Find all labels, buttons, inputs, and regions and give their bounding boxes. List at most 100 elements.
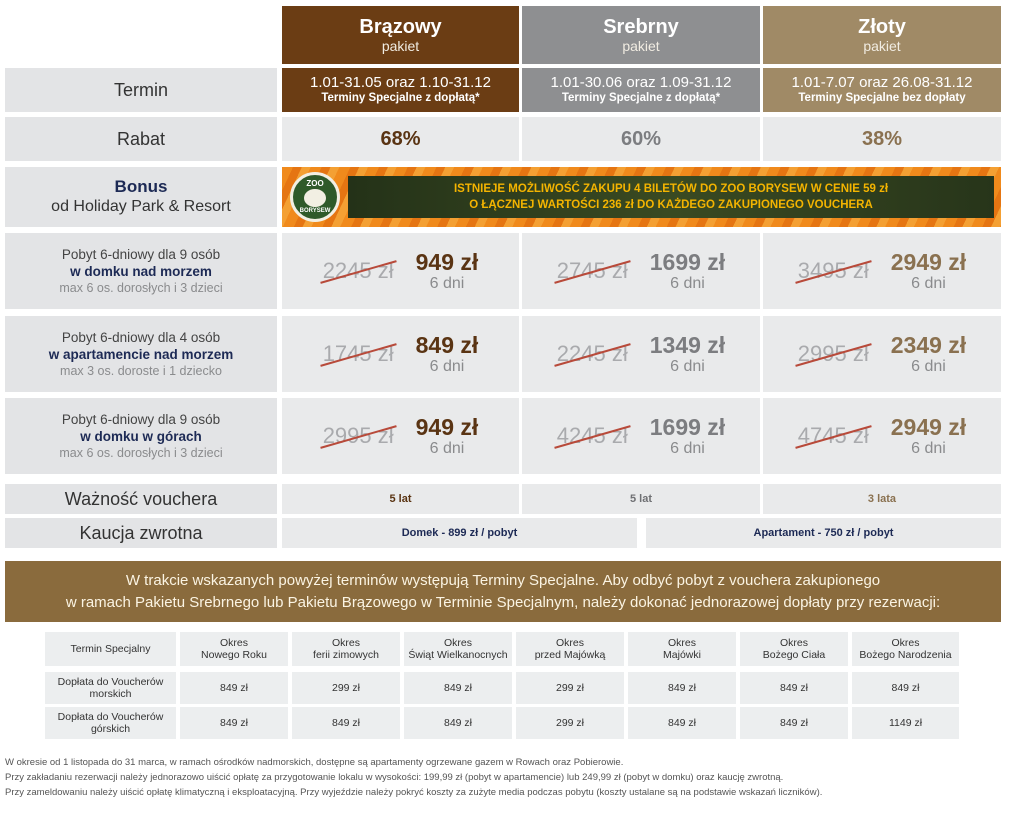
term-note: Terminy Specjalne bez dopłaty <box>798 92 966 104</box>
old-price: 2245 zł <box>319 258 397 284</box>
term-dates: 1.01-7.07 oraz 26.08-31.12 <box>791 74 973 91</box>
stay-type: w domku w górach <box>80 428 202 444</box>
zoo-logo: ZOO BORYSEW <box>290 172 340 222</box>
banner-line: w ramach Pakietu Srebrnego lub Pakietu B… <box>65 593 941 611</box>
zoo-offer-line: O ŁĄCZNEJ WARTOŚCI 236 zł DO KAŻDEGO ZAK… <box>469 199 873 211</box>
footnote: Przy zakładaniu rezerwacji należy jednor… <box>5 772 784 783</box>
table-cell: 849 zł <box>628 672 736 704</box>
lion-icon <box>304 189 326 207</box>
duration: 6 dni <box>670 358 705 375</box>
validity-value: 5 lat <box>389 493 412 505</box>
old-price: 4745 zł <box>795 423 872 449</box>
discount-cell-silver: 60% <box>522 117 760 161</box>
price-cell: 2745 zł 1699 zł6 dni <box>522 233 760 309</box>
discount-cell-gold: 38% <box>763 117 1001 161</box>
old-price: 3495 zł <box>795 258 872 284</box>
new-price-block: 949 zł 6 dni <box>416 249 479 293</box>
table-header: Okres przed Majówką <box>516 632 624 666</box>
duration: 6 dni <box>911 440 946 457</box>
footnote: W okresie od 1 listopada do 31 marca, w … <box>5 757 624 768</box>
new-price: 949 zł <box>415 249 479 275</box>
price-cell: 2245 zł 1349 zł6 dni <box>522 316 760 392</box>
package-subtitle: pakiet <box>622 38 660 54</box>
discount-label: Rabat <box>116 128 166 149</box>
package-subtitle: pakiet <box>863 38 901 54</box>
row-label-bonus: Bonus od Holiday Park & Resort <box>5 167 277 227</box>
deposit-house: Domek - 899 zł / pobyt <box>401 527 518 539</box>
stay-description: Pobyt 6-dniowy dla 9 osób <box>61 246 221 262</box>
table-header: Okres Majówki <box>628 632 736 666</box>
deposit-apartment: Apartament - 750 zł / pobyt <box>753 527 894 539</box>
old-price: 2745 zł <box>554 258 631 284</box>
price-cell: 2995 zł 2349 zł6 dni <box>763 316 1001 392</box>
package-header-brown: Brązowy pakiet <box>282 6 519 64</box>
duration: 6 dni <box>670 440 705 457</box>
validity-value: 3 lata <box>867 493 897 505</box>
old-price: 2995 zł <box>795 341 872 367</box>
deposit-label: Kaucja zwrotna <box>79 522 203 543</box>
new-price: 949 zł <box>415 414 479 440</box>
new-price: 1349 zł <box>649 332 726 358</box>
new-price-block: 1349 zł 6 dni <box>650 332 725 376</box>
new-price-block: 1699 zł 6 dni <box>650 414 725 458</box>
duration: 6 dni <box>429 275 465 292</box>
row-label-discount: Rabat <box>5 117 277 161</box>
term-label: Termin <box>113 79 168 100</box>
new-price-block: 2349 zł 6 dni <box>891 332 966 376</box>
table-cell: 849 zł <box>740 707 848 739</box>
duration: 6 dni <box>429 358 465 375</box>
package-header-gold: Złoty pakiet <box>763 6 1001 64</box>
price-cell: 2245 zł 949 zł6 dni <box>282 233 519 309</box>
discount-value: 60% <box>620 127 662 150</box>
deposit-apartment-cell: Apartament - 750 zł / pobyt <box>646 518 1001 548</box>
price-cell: 3495 zł 2949 zł6 dni <box>763 233 1001 309</box>
new-price-block: 949 zł 6 dni <box>416 414 479 458</box>
duration: 6 dni <box>911 358 946 375</box>
banner-line: W trakcie wskazanych powyżej terminów wy… <box>125 571 881 589</box>
stay-capacity: max 6 os. dorosłych i 3 dzieci <box>59 445 223 460</box>
discount-value: 38% <box>861 127 903 150</box>
table-cell: 849 zł <box>404 672 512 704</box>
duration: 6 dni <box>429 440 465 457</box>
term-cell-silver: 1.01-30.06 oraz 1.09-31.12 Terminy Specj… <box>522 68 760 112</box>
table-cell: 849 zł <box>180 672 288 704</box>
term-note: Terminy Specjalne z dopłatą* <box>561 92 721 104</box>
bonus-title: Bonus <box>114 177 168 196</box>
footnote: Przy zameldowaniu należy uiścić opłatę k… <box>5 787 823 798</box>
new-price: 2349 zł <box>890 332 967 358</box>
table-cell: 299 zł <box>516 707 624 739</box>
validity-value: 5 lat <box>629 493 652 505</box>
stay-label: Pobyt 6-dniowy dla 9 osób w domku nad mor… <box>5 233 277 309</box>
table-cell: 849 zł <box>852 672 959 704</box>
stay-capacity: max 6 os. dorosłych i 3 dzieci <box>59 280 223 295</box>
row-label-term: Termin <box>5 68 277 112</box>
package-title: Złoty <box>858 16 906 38</box>
table-cell: 1149 zł <box>852 707 959 739</box>
stay-description: Pobyt 6-dniowy dla 9 osób <box>61 411 221 427</box>
discount-cell-brown: 68% <box>282 117 519 161</box>
duration: 6 dni <box>670 275 705 292</box>
table-cell: 849 zł <box>628 707 736 739</box>
row-label-deposit: Kaucja zwrotna <box>5 518 277 548</box>
new-price: 1699 zł <box>649 414 726 440</box>
new-price-block: 1699 zł 6 dni <box>650 249 725 293</box>
stay-type: w domku nad morzem <box>70 263 212 279</box>
new-price-block: 849 zł 6 dni <box>416 332 479 376</box>
new-price-block: 2949 zł 6 dni <box>891 249 966 293</box>
new-price: 849 zł <box>415 332 479 358</box>
row-label-validity: Ważność vouchera <box>5 484 277 514</box>
term-dates: 1.01-31.05 oraz 1.10-31.12 <box>310 74 491 91</box>
table-cell: 299 zł <box>516 672 624 704</box>
table-cell: 849 zł <box>292 707 400 739</box>
price-cell: 4245 zł 1699 zł6 dni <box>522 398 760 474</box>
new-price: 1699 zł <box>649 249 726 275</box>
term-note: Terminy Specjalne z dopłatą* <box>321 92 480 104</box>
stay-capacity: max 3 os. doroste i 1 dziecko <box>60 363 222 378</box>
discount-value: 68% <box>380 127 421 150</box>
new-price: 2949 zł <box>890 249 967 275</box>
stay-type: w apartamencie nad morzem <box>48 346 234 362</box>
zoo-bonus-banner: ZOO BORYSEW ISTNIEJE MOŻLIWOŚĆ ZAKUPU 4 … <box>282 167 1001 227</box>
table-cell: 849 zł <box>180 707 288 739</box>
price-cell: 2995 zł 949 zł6 dni <box>282 398 519 474</box>
duration: 6 dni <box>911 275 946 292</box>
